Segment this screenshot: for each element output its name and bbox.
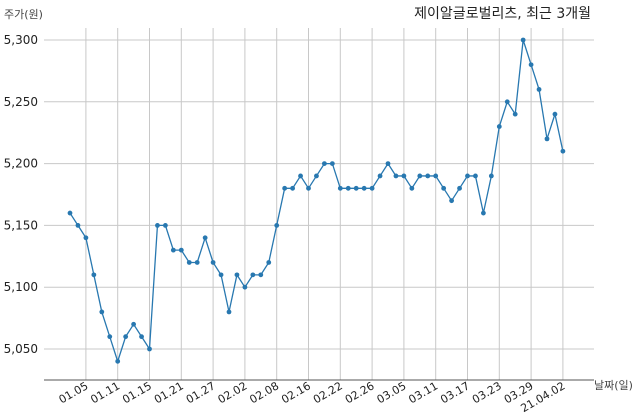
- y-tick-label: 5,300: [4, 33, 38, 47]
- data-point: [75, 223, 81, 228]
- data-point: [425, 173, 431, 179]
- data-point: [433, 173, 439, 179]
- data-point: [242, 284, 248, 290]
- data-point: [274, 223, 280, 228]
- data-point: [123, 334, 129, 340]
- x-tick-label: 01.27: [184, 379, 218, 406]
- x-tick-label: 02.16: [279, 379, 313, 406]
- data-point: [306, 185, 311, 191]
- data-point: [202, 235, 208, 241]
- x-tick-label: 01.11: [88, 379, 122, 406]
- x-tick-label: 01.21: [152, 379, 186, 406]
- data-point: [449, 198, 454, 204]
- y-tick-label: 5,200: [4, 157, 38, 171]
- x-tick-label: 02.26: [343, 379, 377, 406]
- data-point: [226, 309, 232, 315]
- data-point: [186, 260, 192, 265]
- data-point: [353, 185, 359, 191]
- data-point: [194, 260, 200, 265]
- x-tick-label: 03.11: [406, 379, 440, 406]
- x-axis-label: 날짜(일): [594, 378, 633, 392]
- data-point: [409, 185, 415, 191]
- data-point: [234, 272, 240, 278]
- data-point: [504, 99, 510, 105]
- data-point: [481, 210, 486, 216]
- x-tick-label: 03.17: [438, 379, 472, 406]
- x-tick-label: 02.02: [216, 379, 250, 406]
- data-point: [520, 37, 526, 43]
- data-point: [83, 235, 89, 241]
- data-point: [258, 272, 264, 278]
- data-point: [266, 260, 272, 265]
- data-point: [178, 247, 184, 253]
- data-point: [107, 334, 113, 340]
- x-tick-label: 03.23: [470, 379, 504, 406]
- y-tick-label: 5,250: [4, 95, 38, 109]
- data-point: [131, 321, 137, 327]
- data-point: [139, 334, 144, 340]
- y-tick-labels: 5,050 5,100 5,150 5,200 5,250 5,300: [4, 33, 38, 356]
- data-point: [322, 161, 327, 167]
- data-point: [488, 173, 494, 179]
- data-point: [298, 173, 303, 179]
- data-point: [552, 111, 558, 117]
- data-point: [560, 148, 566, 154]
- x-tick-labels: 01.0501.1101.1501.2101.2702.0202.0802.16…: [57, 379, 568, 415]
- data-point: [155, 223, 160, 228]
- data-point: [385, 161, 391, 167]
- data-point: [337, 185, 343, 191]
- data-point: [115, 358, 121, 364]
- data-point: [329, 161, 335, 167]
- y-tick-label: 5,150: [4, 218, 38, 232]
- x-tick-label: 02.08: [247, 379, 281, 406]
- data-point: [417, 173, 423, 179]
- data-point: [441, 185, 447, 191]
- data-point: [67, 210, 73, 216]
- data-point: [377, 173, 383, 179]
- data-point: [393, 173, 399, 179]
- data-point: [512, 111, 518, 117]
- data-point: [401, 173, 407, 179]
- chart-title: 제이알글로벌리츠, 최근 3개월: [414, 6, 591, 22]
- x-tick-label: 01.05: [57, 379, 91, 406]
- price-series: [67, 37, 566, 364]
- gridlines: [44, 28, 594, 380]
- data-point: [369, 185, 375, 191]
- y-axis-label: 주가(원): [4, 8, 43, 21]
- data-point: [473, 173, 478, 179]
- data-point: [147, 346, 152, 352]
- data-point: [99, 309, 105, 315]
- data-point: [218, 272, 224, 278]
- data-point: [528, 62, 534, 68]
- data-point: [91, 272, 97, 278]
- data-point: [170, 247, 176, 253]
- x-tick-label: 01.15: [120, 379, 154, 406]
- y-tick-label: 5,100: [4, 280, 38, 294]
- data-point: [290, 185, 295, 191]
- data-point: [345, 185, 351, 191]
- data-point: [282, 185, 288, 191]
- data-point: [250, 272, 256, 278]
- data-point: [314, 173, 319, 179]
- data-point: [361, 185, 367, 191]
- data-point: [457, 185, 462, 191]
- data-point: [210, 260, 216, 265]
- x-tick-label: 02.22: [311, 379, 345, 406]
- data-point: [163, 223, 168, 228]
- y-tick-label: 5,050: [4, 342, 38, 356]
- data-point: [496, 124, 502, 129]
- series-line: [69, 39, 564, 364]
- data-point: [536, 87, 542, 92]
- x-tick-label: 03.05: [375, 379, 409, 406]
- data-point: [465, 173, 470, 179]
- data-point: [544, 136, 550, 142]
